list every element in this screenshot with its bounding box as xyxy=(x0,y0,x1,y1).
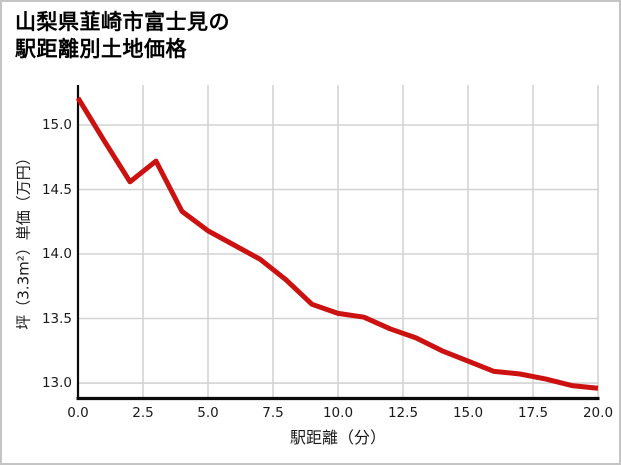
x-tick-label: 17.5 xyxy=(517,405,549,421)
y-tick-label: 14.5 xyxy=(41,182,72,198)
x-tick-label: 7.5 xyxy=(262,405,284,421)
x-tick-label: 5.0 xyxy=(197,405,219,421)
price-line xyxy=(75,96,599,391)
y-tick-label: 15.0 xyxy=(41,117,72,133)
chart-title-line2: 駅距離別土地価格 xyxy=(15,37,187,61)
x-tick-label: 20.0 xyxy=(582,405,614,421)
chart-title: 山梨県韮崎市富士見の 駅距離別土地価格 xyxy=(15,9,230,63)
y-tick-label: 13.0 xyxy=(41,375,72,391)
y-tick-label: 13.5 xyxy=(41,311,72,327)
x-tick-label: 12.5 xyxy=(387,405,419,421)
x-axis-label: 駅距離（分） xyxy=(289,428,387,447)
y-axis-label: 坪（3.3m²）単価（万円） xyxy=(14,150,33,330)
x-tick-label: 10.0 xyxy=(322,405,354,421)
x-tick-label: 0.0 xyxy=(67,405,89,421)
chart-title-line1: 山梨県韮崎市富士見の xyxy=(15,10,230,34)
y-tick-label: 14.0 xyxy=(41,246,72,262)
x-tick-label: 2.5 xyxy=(132,405,154,421)
x-tick-label: 15.0 xyxy=(452,405,484,421)
